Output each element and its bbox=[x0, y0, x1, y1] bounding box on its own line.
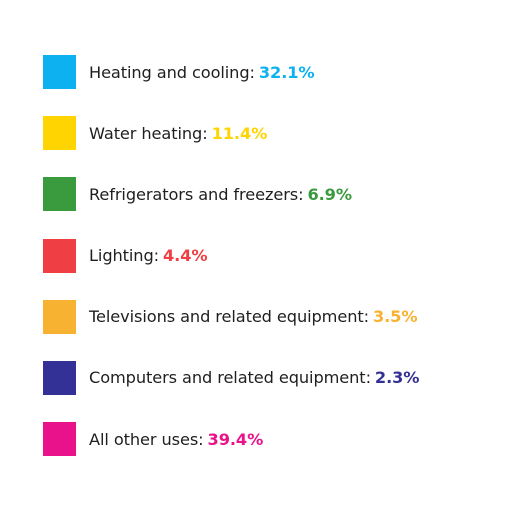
legend-swatch bbox=[43, 238, 76, 273]
category-name: Televisions and related equipment bbox=[89, 307, 364, 327]
label-separator: : bbox=[363, 307, 369, 327]
legend-label: Televisions and related equipment: 3.5% bbox=[89, 307, 418, 327]
data-label: 2.3% bbox=[374, 368, 420, 388]
legend-item: Heating and cooling: 32.1% bbox=[43, 55, 503, 89]
data-label: 3.5% bbox=[372, 307, 418, 327]
legend-label: All other uses: 39.4% bbox=[89, 430, 263, 449]
label-separator: : bbox=[202, 123, 208, 143]
label-separator: : bbox=[153, 246, 159, 266]
data-label: 4.4% bbox=[163, 246, 208, 266]
legend-label: Refrigerators and freezers: 6.9% bbox=[89, 185, 352, 204]
label-separator: : bbox=[198, 429, 204, 449]
legend-swatch bbox=[43, 55, 76, 89]
category-name: Refrigerators and freezers bbox=[89, 184, 299, 204]
legend-swatch bbox=[43, 299, 76, 334]
label-separator: : bbox=[298, 184, 304, 204]
legend-swatch bbox=[43, 422, 76, 457]
data-label: 39.4% bbox=[207, 429, 264, 449]
data-label: 11.4% bbox=[211, 123, 268, 143]
label-separator: : bbox=[365, 368, 371, 388]
legend-item: Lighting: 4.4% bbox=[43, 238, 503, 273]
chart-legend: Heating and cooling: 32.1% Water heating: 1… bbox=[43, 55, 503, 457]
legend-label: Lighting: 4.4% bbox=[89, 246, 208, 265]
category-name: Computers and related equipment bbox=[89, 368, 366, 388]
legend-item: Refrigerators and freezers: 6.9% bbox=[43, 177, 503, 212]
legend-item: Water heating: 11.4% bbox=[43, 116, 503, 151]
category-name: Lighting bbox=[89, 246, 154, 266]
category-name: Heating and cooling bbox=[89, 62, 250, 82]
data-label: 32.1% bbox=[258, 62, 315, 82]
legend-item: All other uses: 39.4% bbox=[43, 422, 503, 457]
legend-swatch bbox=[43, 177, 76, 212]
legend-swatch bbox=[43, 360, 76, 395]
legend-label: Heating and cooling: 32.1% bbox=[89, 63, 315, 82]
legend-item: Televisions and related equipment: 3.5% bbox=[43, 299, 503, 334]
legend-label: Water heating: 11.4% bbox=[89, 124, 267, 143]
legend-item: Computers and related equipment: 2.3% bbox=[43, 360, 503, 395]
legend-swatch bbox=[43, 116, 76, 151]
category-name: All other uses bbox=[89, 429, 199, 449]
category-name: Water heating bbox=[89, 123, 203, 143]
legend-label: Computers and related equipment: 2.3% bbox=[89, 368, 420, 388]
data-label: 6.9% bbox=[307, 184, 352, 204]
label-separator: : bbox=[249, 62, 255, 82]
